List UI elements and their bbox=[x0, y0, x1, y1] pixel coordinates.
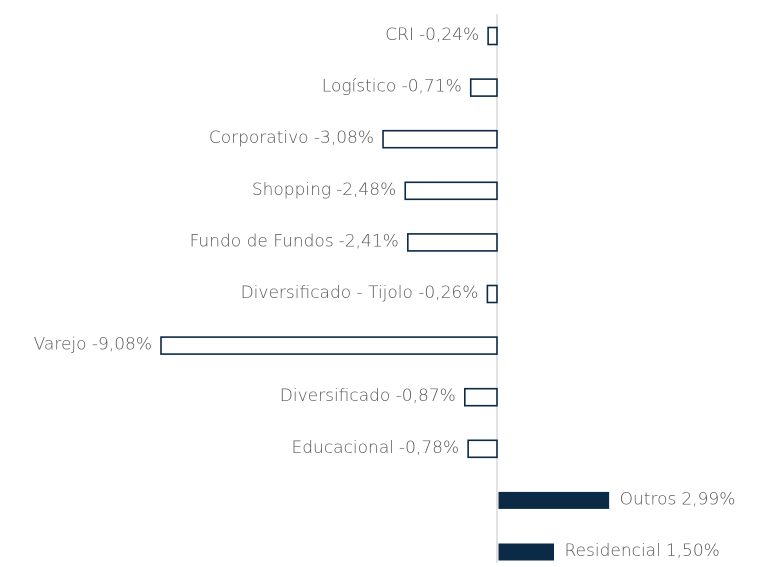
bar-label: Outros 2,99% bbox=[620, 489, 736, 509]
category-label: CRI bbox=[385, 25, 414, 45]
category-label: Logístico bbox=[322, 77, 397, 97]
bar-label: Diversificado - Tijolo -0,26% bbox=[241, 283, 479, 303]
category-label: Outros bbox=[620, 489, 677, 509]
category-label: Varejo bbox=[34, 335, 87, 355]
bar-label: Logístico -0,71% bbox=[322, 77, 462, 97]
bar-label: Diversificado -0,87% bbox=[280, 386, 456, 406]
value-label: -0,26% bbox=[418, 283, 478, 303]
bar-label: Shopping -2,48% bbox=[252, 180, 396, 200]
value-label: -0,78% bbox=[399, 438, 459, 458]
bar-label: Varejo -9,08% bbox=[34, 335, 152, 355]
bar-label: Educacional -0,78% bbox=[292, 438, 460, 458]
bar-label: Residencial 1,50% bbox=[565, 541, 720, 561]
value-label: -9,08% bbox=[92, 335, 152, 355]
bar bbox=[486, 284, 498, 304]
bar bbox=[467, 439, 498, 459]
value-label: 2,99% bbox=[681, 489, 735, 509]
bar bbox=[464, 387, 498, 407]
category-label: Corporativo bbox=[209, 128, 309, 148]
bar bbox=[404, 181, 498, 201]
bar bbox=[469, 78, 498, 97]
bar bbox=[498, 491, 610, 509]
bar-label: CRI -0,24% bbox=[385, 25, 479, 45]
bar bbox=[487, 26, 498, 46]
value-label: -0,71% bbox=[402, 77, 462, 97]
bar bbox=[160, 336, 498, 355]
value-label: -0,24% bbox=[419, 25, 479, 45]
category-label: Educacional bbox=[292, 438, 394, 458]
value-label: -3,08% bbox=[314, 128, 374, 148]
category-label: Diversificado - Tijolo bbox=[241, 283, 414, 303]
category-label: Shopping bbox=[252, 180, 331, 200]
value-label: 1,50% bbox=[666, 541, 720, 561]
bar-label: Fundo de Fundos -2,41% bbox=[190, 231, 399, 251]
value-label: -2,41% bbox=[339, 231, 399, 251]
category-label: Diversificado bbox=[280, 386, 391, 406]
category-label: Fundo de Fundos bbox=[190, 231, 334, 251]
bar-label: Corporativo -3,08% bbox=[209, 128, 374, 148]
category-label: Residencial bbox=[565, 541, 661, 561]
value-label: -2,48% bbox=[336, 180, 396, 200]
value-label: -0,87% bbox=[396, 386, 456, 406]
bar bbox=[498, 543, 555, 561]
bar bbox=[382, 129, 498, 149]
bar bbox=[407, 233, 498, 252]
